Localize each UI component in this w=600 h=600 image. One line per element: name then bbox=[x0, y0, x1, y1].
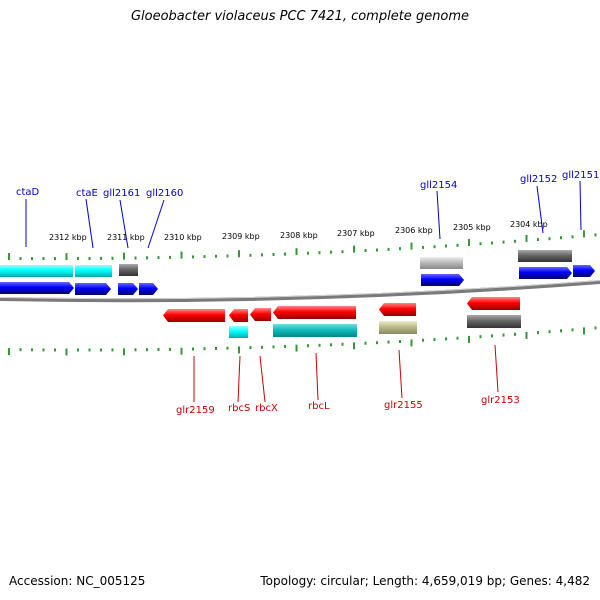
gene-glr2155-homolog[interactable] bbox=[379, 321, 417, 334]
forward-genes-row1 bbox=[0, 250, 572, 277]
reverse-genes-row2 bbox=[229, 315, 521, 338]
scale-label: 2307 kbp bbox=[337, 229, 375, 238]
reverse-label-lines bbox=[193, 344, 499, 403]
reverse-labels: glr2159 rbcS rbcX rbcL glr2155 glr2153 bbox=[176, 395, 520, 416]
gene-rbcS[interactable] bbox=[229, 309, 248, 322]
genome-backbone bbox=[0, 280, 600, 303]
gene-label-ctaE[interactable]: ctaE bbox=[76, 188, 98, 199]
scale-label: 2308 kbp bbox=[280, 231, 318, 240]
gene-glr2153[interactable] bbox=[467, 297, 520, 310]
gene-label-gll2152[interactable]: gll2152 bbox=[520, 174, 557, 185]
gene-label-glr2153[interactable]: glr2153 bbox=[481, 395, 520, 406]
gene-label-rbcS[interactable]: rbcS bbox=[228, 403, 250, 414]
gene-gll2154-homolog[interactable] bbox=[420, 257, 463, 269]
gene-glr2153-homolog[interactable] bbox=[467, 315, 521, 328]
gene-gll2160[interactable] bbox=[139, 283, 158, 295]
gene-ctaE[interactable] bbox=[75, 283, 111, 295]
gene-glr2155[interactable] bbox=[379, 303, 416, 316]
gene-gll2154[interactable] bbox=[421, 274, 464, 286]
gene-label-gll2151[interactable]: gll2151 bbox=[562, 170, 599, 181]
gene-ctaD[interactable] bbox=[0, 282, 74, 294]
gene-rbcS-homolog[interactable] bbox=[229, 326, 248, 338]
gene-rbcL[interactable] bbox=[273, 306, 356, 319]
scale-label: 2310 kbp bbox=[164, 233, 202, 242]
gene-ctaE-homolog[interactable] bbox=[75, 265, 112, 277]
scale-label: 2312 kbp bbox=[49, 233, 87, 242]
reverse-genes-row1 bbox=[163, 297, 520, 322]
gene-rbcL-homolog[interactable] bbox=[273, 324, 357, 337]
genome-title: Gloeobacter violaceus PCC 7421, complete… bbox=[130, 9, 470, 24]
gene-label-glr2159[interactable]: glr2159 bbox=[176, 405, 215, 416]
gene-rbcX[interactable] bbox=[250, 308, 271, 321]
gene-gll2161[interactable] bbox=[118, 283, 138, 295]
gene-gll2152[interactable] bbox=[519, 267, 572, 279]
gene-label-gll2154[interactable]: gll2154 bbox=[420, 180, 457, 191]
scale-label: 2309 kbp bbox=[222, 232, 260, 241]
gene-label-gll2161[interactable]: gll2161 bbox=[103, 188, 140, 199]
scale-label: 2306 kbp bbox=[395, 226, 433, 235]
gene-gll2161-homolog[interactable] bbox=[119, 264, 138, 276]
gene-glr2159[interactable] bbox=[163, 309, 225, 322]
accession-text: Accession: NC_005125 bbox=[9, 574, 146, 588]
gene-label-rbcL[interactable]: rbcL bbox=[308, 401, 330, 412]
gene-gll2151[interactable] bbox=[573, 265, 595, 277]
gene-ctaD-homolog[interactable] bbox=[0, 265, 73, 277]
scale-label: 2304 kbp bbox=[510, 220, 548, 229]
forward-labels: ctaD ctaE gll2161 gll2160 gll2154 gll215… bbox=[16, 170, 599, 199]
gene-label-ctaD[interactable]: ctaD bbox=[16, 187, 40, 198]
scale-label: 2305 kbp bbox=[453, 223, 491, 232]
forward-label-lines bbox=[25, 180, 582, 249]
forward-genes-row2 bbox=[0, 265, 595, 295]
gene-label-glr2155[interactable]: glr2155 bbox=[384, 400, 423, 411]
upper-scale-ticks bbox=[8, 230, 597, 261]
lower-scale-ticks bbox=[8, 326, 597, 356]
gene-label-rbcX[interactable]: rbcX bbox=[255, 403, 278, 414]
topology-text: Topology: circular; Length: 4,659,019 bp… bbox=[260, 574, 590, 588]
gene-label-gll2160[interactable]: gll2160 bbox=[146, 188, 183, 199]
gene-gll2152-homolog[interactable] bbox=[518, 250, 572, 262]
